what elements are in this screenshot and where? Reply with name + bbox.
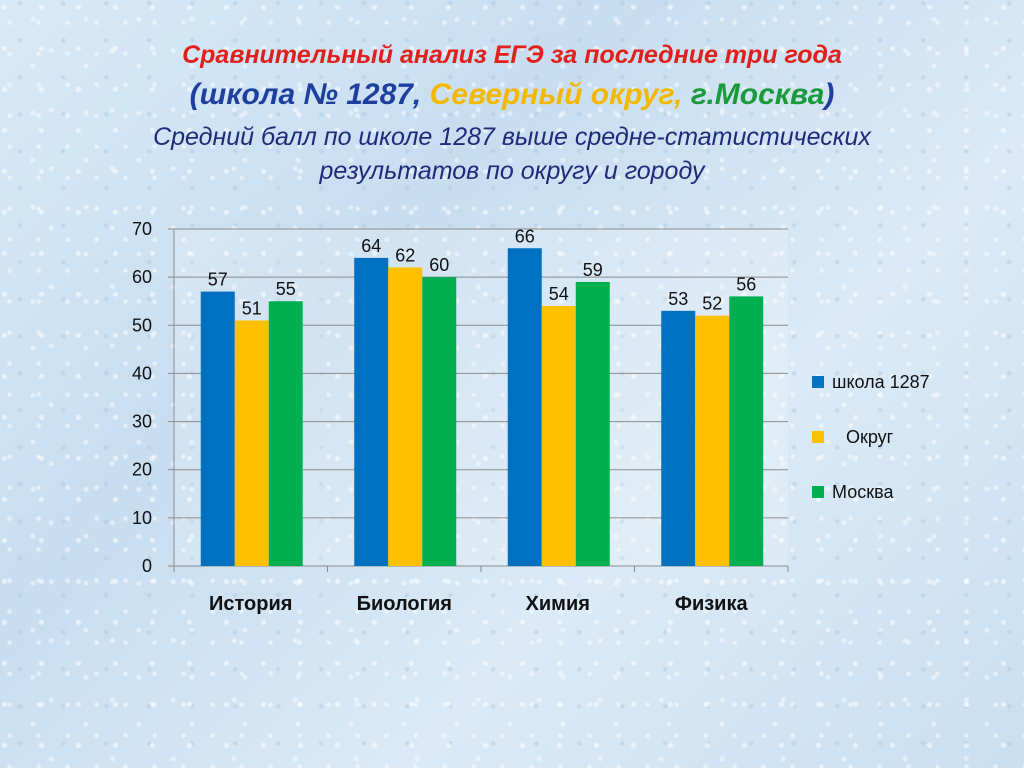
y-tick-label: 40 — [132, 363, 152, 383]
y-tick-label: 50 — [132, 315, 152, 335]
y-tick-label: 20 — [132, 460, 152, 480]
chart-legend: школа 1287 Округ Москва — [812, 370, 1002, 535]
legend-item: школа 1287 — [812, 370, 1002, 394]
x-tick-label: Физика — [675, 593, 749, 615]
data-label: 53 — [668, 289, 688, 309]
data-label: 56 — [736, 274, 756, 294]
data-label: 51 — [242, 298, 262, 318]
bar-1 — [507, 248, 542, 566]
x-tick-label: Биология — [357, 593, 452, 615]
data-label: 62 — [395, 246, 415, 266]
data-label: 60 — [429, 255, 449, 275]
y-tick-label: 10 — [132, 508, 152, 528]
legend-label: школа 1287 — [832, 371, 930, 392]
title-school: школа № 1287, — [199, 78, 422, 111]
legend-swatch — [812, 486, 824, 498]
bar-1 — [354, 257, 389, 566]
slide-title-location: (школа № 1287, Северный округ, г.Москва) — [0, 74, 1024, 116]
legend-item: Округ — [812, 425, 1002, 449]
data-label: 59 — [583, 260, 603, 280]
slide-title: Сравнительный анализ ЕГЭ за последние тр… — [182, 41, 842, 69]
x-tick-label: История — [209, 593, 292, 615]
title-city: г.Москва — [690, 78, 825, 111]
data-label: 66 — [515, 226, 535, 246]
y-tick-label: 70 — [132, 219, 152, 239]
x-tick-label: Химия — [526, 593, 590, 615]
slide-subtitle-line1: Средний балл по школе 1287 выше средне-с… — [153, 123, 871, 151]
bar-1 — [661, 310, 696, 566]
legend-label: Москва — [832, 481, 894, 502]
y-tick-label: 60 — [132, 267, 152, 287]
bar-3 — [268, 301, 303, 566]
bar-3 — [422, 277, 457, 566]
bar-2 — [234, 320, 269, 566]
data-label: 54 — [549, 284, 569, 304]
legend-swatch — [812, 431, 824, 443]
data-label: 55 — [276, 279, 296, 299]
data-label: 57 — [208, 270, 228, 290]
bar-1 — [200, 291, 235, 566]
title-open-paren: ( — [189, 78, 200, 111]
bar-2 — [695, 315, 730, 566]
legend-swatch — [812, 376, 824, 388]
title-district: Северный округ, — [429, 78, 683, 111]
slide-subtitle-line2: результатов по округу и городу — [319, 157, 705, 185]
bar-2 — [388, 267, 423, 566]
data-label: 52 — [702, 294, 722, 314]
slide-title-block: Сравнительный анализ ЕГЭ за последние тр… — [0, 38, 1024, 188]
y-tick-label: 30 — [132, 412, 152, 432]
bar-3 — [729, 296, 764, 566]
title-close-paren: ) — [824, 78, 835, 111]
data-label: 64 — [361, 236, 381, 256]
bar-2 — [541, 306, 576, 566]
legend-item: Москва — [812, 480, 1002, 504]
legend-label: Округ — [846, 426, 894, 447]
y-tick-label: 0 — [142, 556, 152, 576]
bar-3 — [575, 281, 610, 566]
